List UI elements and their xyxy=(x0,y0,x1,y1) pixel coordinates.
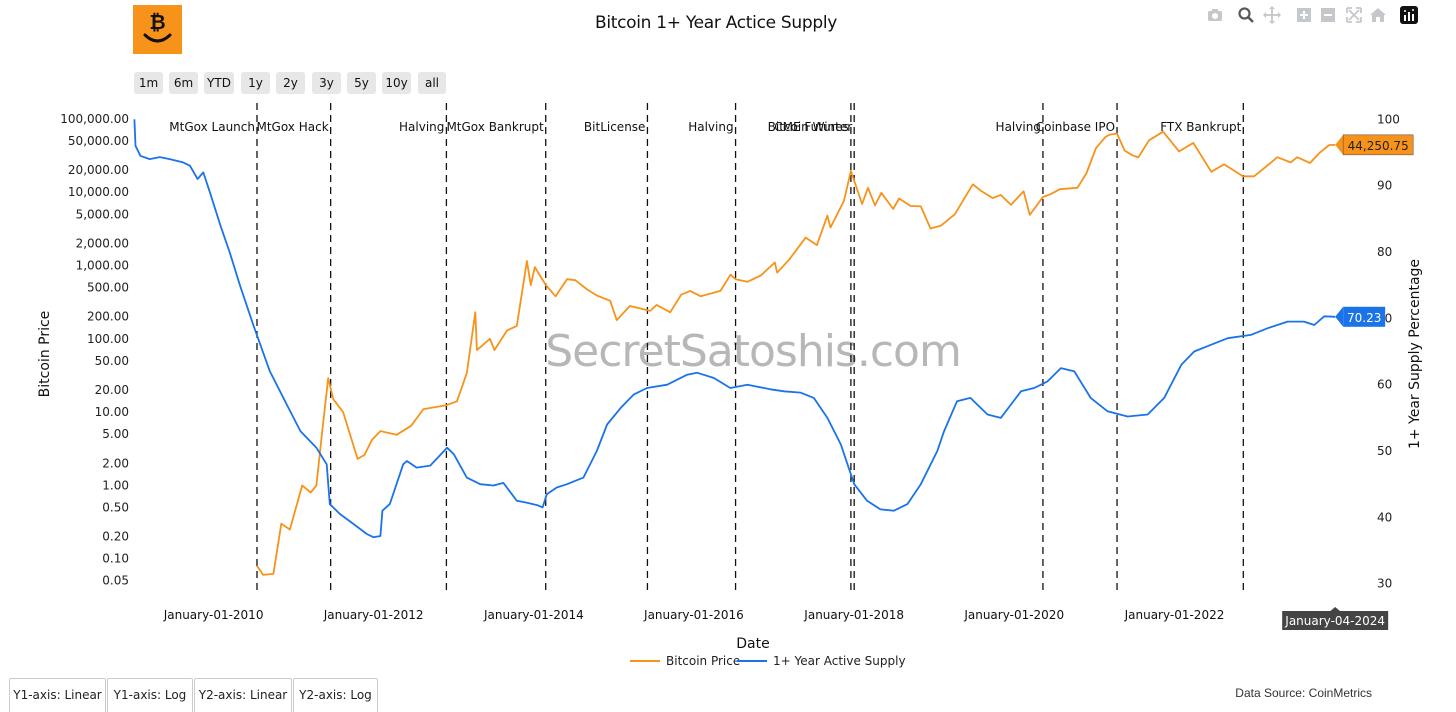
event-label: Halving xyxy=(399,120,444,134)
y-axis-label: Bitcoin Price xyxy=(37,311,53,398)
pan-icon[interactable] xyxy=(1262,5,1282,25)
y2-tick-label: 60 xyxy=(1377,378,1392,392)
supply-last-value-badge xyxy=(1343,306,1386,327)
series-layer xyxy=(133,119,1336,576)
plotly-logo-icon[interactable] xyxy=(1399,5,1419,25)
x-tick-label: January-01-2016 xyxy=(643,608,744,622)
event-label: Halving xyxy=(996,120,1041,134)
tab-y1-axis-log[interactable]: Y1-axis: Log xyxy=(107,678,193,712)
y-tick-label: 500.00 xyxy=(87,281,129,295)
y-tick-label: 50,000.00 xyxy=(68,134,129,148)
y-tick-label: 0.20 xyxy=(102,530,129,544)
y-tick-label: 10,000.00 xyxy=(68,185,129,199)
range-button-5y[interactable]: 5y xyxy=(347,72,376,94)
autoscale-icon[interactable] xyxy=(1344,5,1364,25)
x-tick-label: January-01-2018 xyxy=(803,608,904,622)
y-tick-label: 0.50 xyxy=(102,500,129,514)
range-button-2y[interactable]: 2y xyxy=(276,72,305,94)
x-tick-label: January-01-2012 xyxy=(323,608,424,622)
y2-tick-label: 90 xyxy=(1377,179,1392,193)
watermark: SecretSatoshis.com xyxy=(545,326,961,377)
y-tick-label: 5.00 xyxy=(102,427,129,441)
y2-tick-label: 100 xyxy=(1377,112,1400,126)
chart-title: Bitcoin 1+ Year Actice Supply xyxy=(594,13,838,33)
bitcoin-smile-logo-icon: ₿ xyxy=(133,5,182,54)
range-button-3y[interactable]: 3y xyxy=(312,72,341,94)
supply-last-value: 70.23 xyxy=(1347,311,1381,325)
y2-axis-ticks: 10090807060504030 xyxy=(1377,112,1400,590)
y-tick-label: 2.00 xyxy=(102,456,129,470)
range-button-ytd[interactable]: YTD xyxy=(204,72,234,94)
x-axis-ticks: January-01-2010 January-01-2012 January-01… xyxy=(163,608,1225,622)
date-last-value-badge xyxy=(1282,611,1389,630)
supply-label-pointer xyxy=(1335,306,1344,327)
legend: Bitcoin Price 1+ Year Active Supply xyxy=(630,654,906,668)
y2-tick-label: 80 xyxy=(1377,245,1392,259)
event-label: CME Futures xyxy=(774,120,849,134)
price-series-line xyxy=(256,130,1336,576)
x-tick-label: January-01-2022 xyxy=(1124,608,1225,622)
y-tick-label: 20,000.00 xyxy=(68,163,129,177)
y-tick-label: 10.00 xyxy=(95,405,129,419)
y-tick-label: 1,000.00 xyxy=(76,258,129,272)
supply-series-line xyxy=(133,119,1336,539)
end-labels: 44,250.75 70.23 January-04-2024 xyxy=(1282,134,1414,630)
event-label: MtGox Launch xyxy=(169,120,255,134)
chart: SecretSatoshis.com MtGox Launch MtGox Hac… xyxy=(37,103,1423,668)
legend-item[interactable]: 1+ Year Active Supply xyxy=(773,654,906,668)
range-button-6m[interactable]: 6m xyxy=(169,72,198,94)
date-label-pointer xyxy=(1329,607,1342,612)
x-tick-label: January-01-2014 xyxy=(483,608,584,622)
y-tick-label: 50.00 xyxy=(95,354,129,368)
event-lines: MtGox Launch MtGox Hack Halving MtGox Bankr… xyxy=(169,103,1244,595)
y-tick-label: 200.00 xyxy=(87,310,129,324)
price-label-pointer xyxy=(1335,134,1344,155)
date-last-value: January-04-2024 xyxy=(1284,614,1385,628)
legend-item[interactable]: Bitcoin Price xyxy=(666,654,740,668)
x-axis-label: Date xyxy=(736,636,769,652)
x-tick-label: January-01-2020 xyxy=(963,608,1064,622)
event-label: MtGox Bankrupt xyxy=(446,120,544,134)
y-tick-label: 100.00 xyxy=(87,332,129,346)
reset-axes-icon[interactable] xyxy=(1368,5,1388,25)
y-tick-label: 2,000.00 xyxy=(76,236,129,250)
y2-tick-label: 50 xyxy=(1377,444,1392,458)
svg-text:₿: ₿ xyxy=(149,10,165,34)
event-label: BitLicense xyxy=(584,120,646,134)
range-button-1y[interactable]: 1y xyxy=(241,72,270,94)
y-tick-label: 20.00 xyxy=(95,383,129,397)
camera-icon[interactable] xyxy=(1205,5,1225,25)
y-tick-label: 5,000.00 xyxy=(76,207,129,221)
zoom-icon[interactable] xyxy=(1236,5,1256,25)
price-last-value: 44,250.75 xyxy=(1348,139,1409,153)
y2-tick-label: 40 xyxy=(1377,510,1392,524)
event-label: Bitcoin Winter xyxy=(768,120,853,134)
y-tick-label: 0.10 xyxy=(102,552,129,566)
price-last-value-badge xyxy=(1342,134,1414,156)
zoom-out-icon[interactable] xyxy=(1318,5,1338,25)
y2-axis-label: 1+ Year Supply Percentage xyxy=(1407,259,1423,449)
y-tick-label: 0.05 xyxy=(102,574,129,588)
event-label: Halving xyxy=(688,120,733,134)
range-button-all[interactable]: all xyxy=(418,72,446,94)
event-label: Coinbase IPO xyxy=(1036,120,1115,134)
y-tick-label: 100,000.00 xyxy=(60,112,129,126)
zoom-in-icon[interactable] xyxy=(1294,5,1314,25)
y-axis-ticks: 100,000.00 50,000.00 20,000.00 10,000.00 5,0… xyxy=(60,112,129,588)
y2-tick-label: 30 xyxy=(1377,577,1392,591)
range-button-1m[interactable]: 1m xyxy=(134,72,163,94)
event-label: FTX Bankrupt xyxy=(1160,120,1241,134)
range-button-10y[interactable]: 10y xyxy=(382,72,411,94)
y-tick-label: 1.00 xyxy=(102,478,129,492)
event-label: MtGox Hack xyxy=(256,120,328,134)
tab-y1-axis-linear[interactable]: Y1-axis: Linear xyxy=(9,678,106,712)
tab-y2-axis-linear[interactable]: Y2-axis: Linear xyxy=(194,678,292,712)
tab-y2-axis-log[interactable]: Y2-axis: Log xyxy=(293,678,378,712)
x-tick-label: January-01-2010 xyxy=(163,608,264,622)
data-source: Data Source: CoinMetrics xyxy=(1235,686,1372,700)
